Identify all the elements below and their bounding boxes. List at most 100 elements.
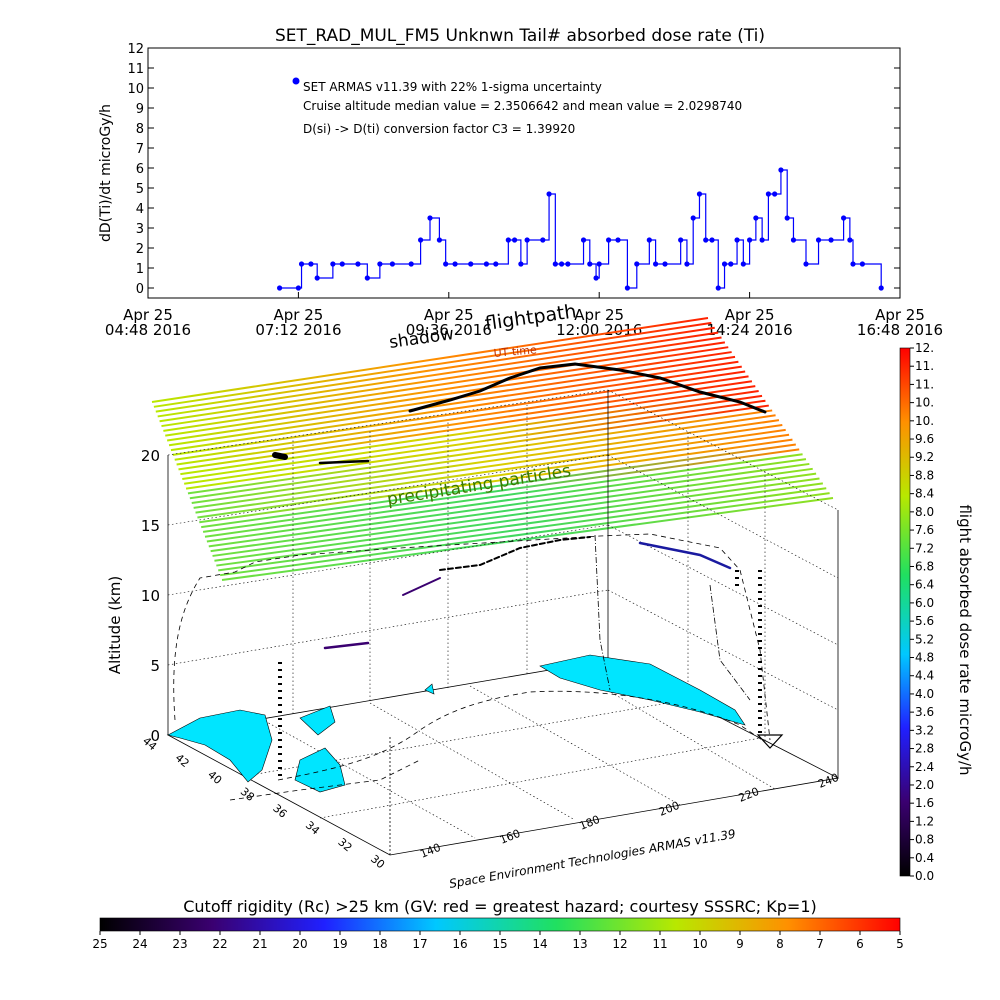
latitude-tick-label: 34 (303, 819, 322, 838)
dose-plane-line (195, 428, 786, 514)
descent-markers (278, 570, 762, 776)
dose-point (518, 261, 524, 267)
rigidity-title: Cutoff rigidity (Rc) >25 km (GV: red = g… (183, 897, 817, 916)
dose-point (828, 237, 834, 243)
dose-plane-line (180, 389, 759, 476)
dose-point (389, 261, 395, 267)
dose-point (565, 261, 571, 267)
descent-dot (278, 676, 282, 678)
descent-dot (278, 746, 282, 748)
longitude-tick-label: 200 (657, 799, 681, 819)
dose-colorbar-label: 9.6 (915, 432, 934, 446)
dose-point (634, 261, 640, 267)
descent-dot (278, 711, 282, 713)
dose-point (653, 261, 659, 267)
altitude-tick-label: 0 (150, 727, 160, 745)
descent-dot (758, 724, 762, 726)
descent-dot (278, 767, 282, 769)
dose-plane-line (201, 443, 796, 529)
dose-plane-line (176, 380, 753, 466)
descent-dot (758, 647, 762, 649)
dose-point (587, 261, 593, 267)
dose-plane-line (187, 409, 773, 495)
dose-point (364, 275, 370, 281)
descent-dot (278, 690, 282, 692)
top-chart-title: SET_RAD_MUL_FM5 Unknwn Tail# absorbed do… (275, 26, 765, 46)
dose-colorbar-label: 7.6 (915, 523, 934, 537)
dose-point (596, 261, 602, 267)
dose-colorbar-label: 11. (915, 377, 934, 391)
longitude-tick-label: 180 (577, 813, 601, 833)
x-tick-label-date: Apr 25 (875, 306, 925, 324)
flightpath-projections (173, 533, 771, 801)
dose-plane-line (182, 394, 763, 480)
dose-plane-line (206, 458, 807, 543)
dose-plane-line (219, 492, 830, 577)
dose-plane-line (199, 438, 793, 524)
latitude-tick-label: 38 (238, 785, 257, 804)
dose-point (418, 237, 424, 243)
descent-dot (278, 662, 282, 664)
descent-dot (758, 626, 762, 628)
dose-point (784, 215, 790, 221)
dose-point (593, 275, 599, 281)
descent-dot (758, 584, 762, 586)
y-tick-label: 3 (136, 222, 144, 237)
rigidity-tick-label: 6 (856, 937, 864, 951)
latitude-tick-label: 42 (173, 751, 192, 770)
descent-dot (758, 710, 762, 712)
rigidity-tick-label: 21 (252, 937, 267, 951)
descent-dot (758, 717, 762, 719)
descent-dot (758, 675, 762, 677)
descent-dot (278, 760, 282, 762)
latitude-tick-label: 30 (368, 852, 387, 871)
dose-plane-line (216, 482, 823, 567)
rigidity-tick-label: 19 (332, 937, 347, 951)
descent-dot (758, 633, 762, 635)
dose-rate-plane (151, 317, 834, 581)
dose-point (505, 237, 511, 243)
dose-point (624, 285, 631, 291)
legend-conversion-line: D(si) -> D(ti) conversion factor C3 = 1.… (303, 122, 575, 136)
rigidity-tick-label: 12 (612, 937, 627, 951)
descent-dot (278, 739, 282, 741)
dose-point (511, 237, 518, 243)
dose-point (772, 191, 778, 197)
descent-dot (758, 703, 762, 705)
latitude-tick-label: 36 (270, 802, 289, 821)
dose-plane-line (204, 453, 803, 538)
descent-dot (278, 718, 282, 720)
rigidity-tick-label: 14 (532, 937, 547, 951)
altitude-tick-label: 20 (141, 447, 160, 465)
descent-dot (758, 570, 762, 572)
descent-dot (758, 689, 762, 691)
rigidity-tick-label: 20 (292, 937, 307, 951)
rigidity-tick-label: 24 (132, 937, 147, 951)
dose-point (790, 237, 797, 243)
x-tick-label-time: 16:48 2016 (857, 321, 943, 339)
dose-colorbar-label: 5.2 (915, 632, 934, 646)
rigidity-tick-label: 25 (92, 937, 107, 951)
dose-point (330, 261, 336, 267)
dose-plane-line (202, 448, 800, 533)
dose-point (662, 261, 668, 267)
dose-point (709, 237, 715, 243)
descent-dot (735, 584, 739, 586)
dose-point (468, 261, 474, 267)
legend-marker (292, 77, 300, 85)
dose-plane-line (153, 321, 712, 408)
dose-colorbar-label: 4.0 (915, 687, 934, 701)
x-tick-label-time: 14:24 2016 (707, 321, 793, 339)
ut-time-label: UT time (493, 343, 537, 360)
dose-point (878, 285, 884, 291)
dose-point (759, 237, 765, 243)
descent-dot (758, 598, 762, 600)
x-tick-label-date: Apr 25 (725, 306, 775, 324)
dose-point (615, 237, 621, 243)
dose-point (606, 237, 612, 243)
descent-dot (758, 640, 762, 642)
dose-point (377, 261, 383, 267)
rigidity-tick-label: 7 (816, 937, 824, 951)
dose-colorbar-label: 8.4 (915, 487, 934, 501)
dose-colorbar (899, 347, 911, 877)
